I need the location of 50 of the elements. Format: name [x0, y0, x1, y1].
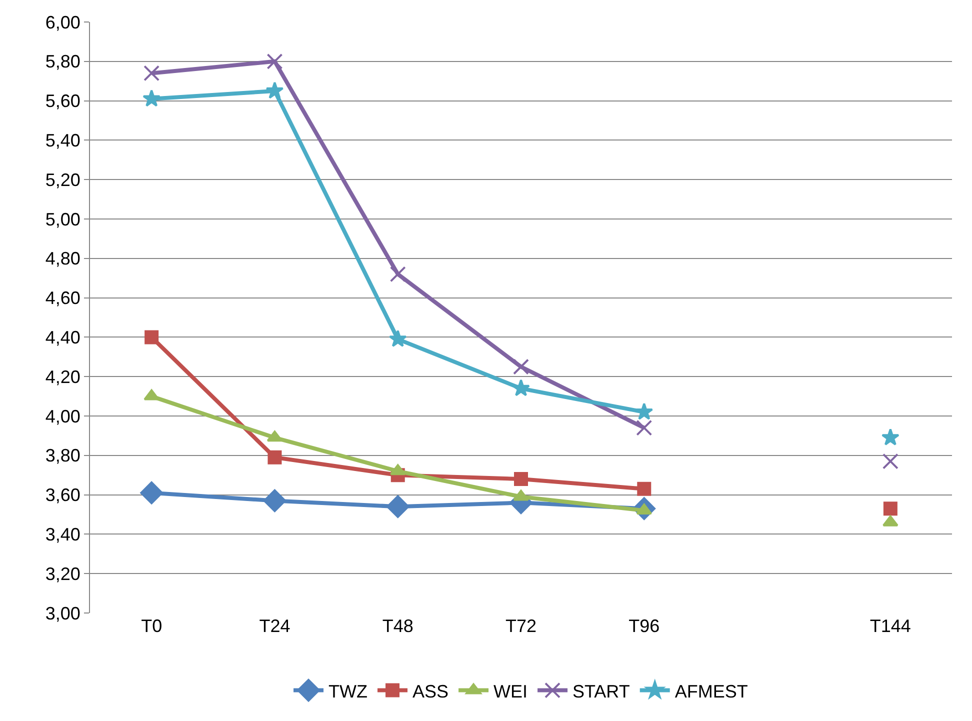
y-tick-label: 3,00 — [45, 603, 80, 624]
point — [266, 53, 283, 70]
legend-label: START — [572, 681, 630, 702]
legend-label: AFMEST — [674, 681, 748, 702]
y-tick-label: 4,20 — [45, 366, 80, 387]
x-tick-label: T0 — [141, 616, 162, 636]
x-tick-label: T144 — [870, 616, 911, 636]
y-tick-label: 5,40 — [45, 130, 80, 150]
point — [513, 358, 529, 375]
y-tick-label: 5,00 — [45, 209, 80, 230]
point — [144, 65, 160, 82]
x-tick-label: T96 — [628, 616, 660, 636]
point — [140, 481, 163, 504]
y-tick-label: 4,40 — [45, 328, 80, 348]
point — [513, 490, 529, 501]
x-tick-label: T48 — [382, 616, 414, 636]
legend-label: ASS — [412, 681, 449, 702]
point — [637, 482, 652, 496]
point — [881, 428, 900, 446]
point — [266, 82, 284, 99]
y-tick-label: 3,80 — [45, 446, 80, 466]
y-tick-label: 5,20 — [45, 170, 80, 190]
y-tick-label: 3,20 — [45, 564, 80, 584]
y-tick-label: 3,60 — [45, 485, 80, 506]
point — [635, 402, 654, 420]
y-tick-label: 4,60 — [45, 288, 80, 308]
point — [512, 379, 530, 396]
y-tick-label: 5,80 — [45, 52, 80, 72]
point — [268, 450, 282, 464]
y-tick-label: 6,00 — [45, 12, 80, 32]
point — [390, 266, 406, 282]
legend-label: TWZ — [328, 681, 368, 702]
point — [636, 420, 652, 436]
point — [514, 472, 528, 486]
y-tick-label: 4,80 — [45, 248, 80, 269]
y-tick-label: 3,40 — [45, 524, 80, 544]
point — [883, 502, 898, 516]
legend-label: WEI — [494, 681, 528, 702]
y-tick-label: 4,00 — [45, 406, 80, 426]
point — [882, 515, 898, 526]
point — [388, 330, 407, 347]
point — [144, 330, 159, 344]
point — [144, 389, 160, 400]
x-tick-label: T24 — [259, 616, 290, 636]
x-tick-label: T72 — [505, 616, 537, 636]
point — [142, 89, 161, 107]
point — [263, 489, 286, 512]
y-tick-label: 5,60 — [45, 91, 80, 112]
point — [882, 453, 898, 470]
point — [386, 495, 410, 518]
